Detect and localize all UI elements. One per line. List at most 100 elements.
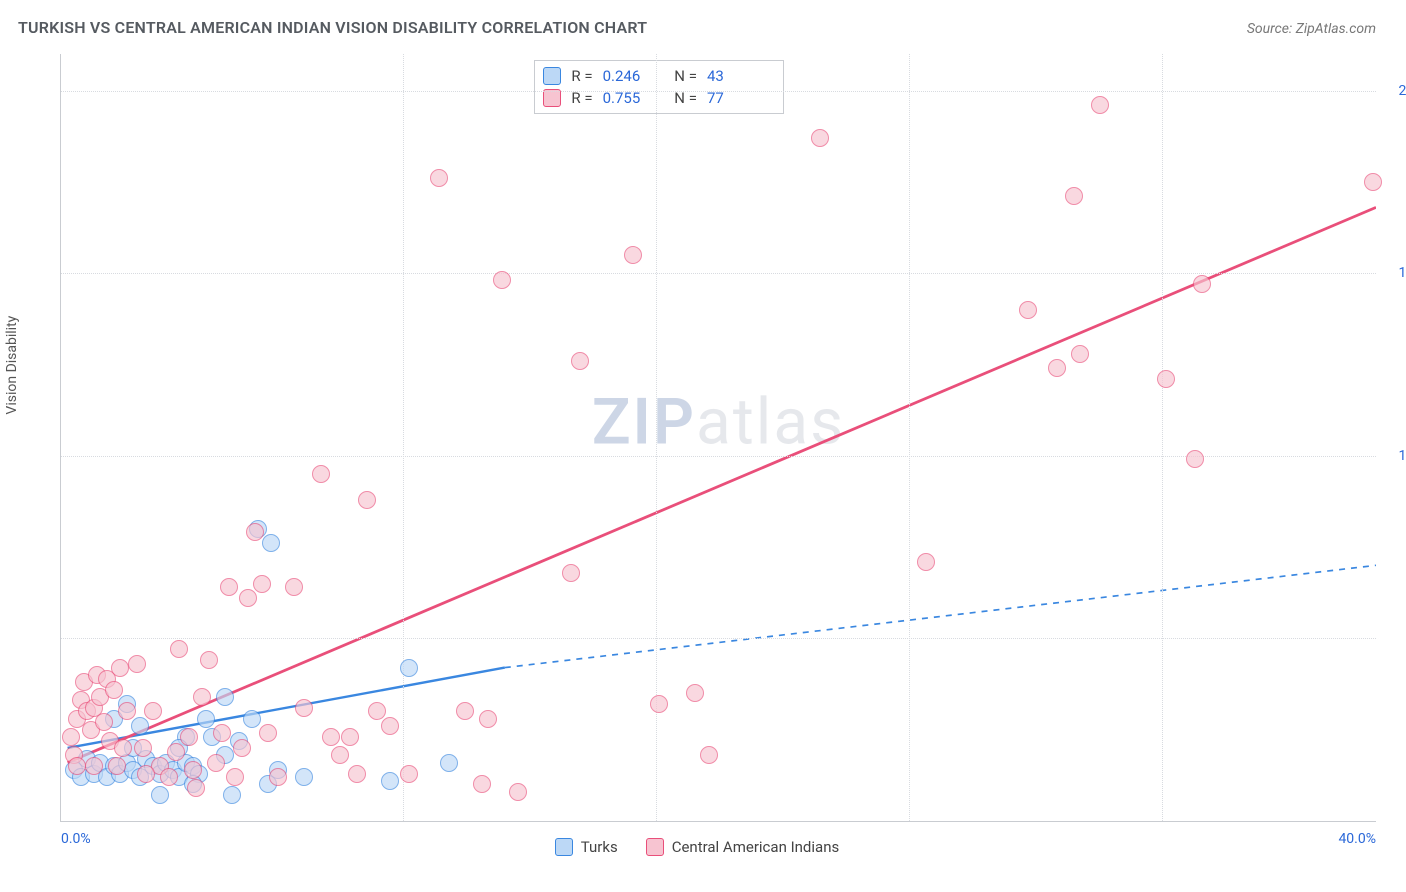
data-point xyxy=(91,754,109,772)
source-attribution: Source: ZipAtlas.com xyxy=(1247,21,1376,37)
data-point xyxy=(131,768,149,786)
gridline-vertical xyxy=(403,54,404,821)
data-point xyxy=(200,651,218,669)
data-point xyxy=(430,169,448,187)
stats-legend-row: R =0.246N =43 xyxy=(543,65,775,87)
data-point xyxy=(368,702,386,720)
data-point xyxy=(190,765,208,783)
data-point xyxy=(322,728,340,746)
legend-n-value: 77 xyxy=(707,89,724,107)
data-point xyxy=(105,757,123,775)
legend-n-value: 43 xyxy=(707,67,724,85)
data-point xyxy=(193,688,211,706)
legend-r-label: R = xyxy=(571,89,592,107)
data-point xyxy=(1019,301,1037,319)
gridline-vertical xyxy=(1162,54,1163,821)
data-point xyxy=(177,728,195,746)
data-point xyxy=(233,739,251,757)
data-point xyxy=(295,699,313,717)
data-point xyxy=(811,129,829,147)
chart-title: TURKISH VS CENTRAL AMERICAN INDIAN VISIO… xyxy=(18,18,647,37)
data-point xyxy=(700,746,718,764)
data-point xyxy=(108,757,126,775)
data-point xyxy=(151,757,169,775)
data-point xyxy=(1186,450,1204,468)
data-point xyxy=(118,702,136,720)
stats-legend-row: R =0.755N =77 xyxy=(543,87,775,109)
data-point xyxy=(177,754,195,772)
y-axis-label: Vision Disability xyxy=(4,316,20,415)
data-point xyxy=(118,754,136,772)
data-point xyxy=(105,681,123,699)
data-point xyxy=(269,768,287,786)
data-point xyxy=(88,666,106,684)
gridline-horizontal xyxy=(61,456,1376,457)
data-point xyxy=(72,768,90,786)
data-point xyxy=(118,695,136,713)
regression-line xyxy=(68,668,505,748)
data-point xyxy=(131,717,149,735)
regression-line-extrapolated xyxy=(505,565,1376,667)
data-point xyxy=(269,761,287,779)
data-point xyxy=(167,743,185,761)
data-point xyxy=(456,702,474,720)
data-point xyxy=(128,655,146,673)
data-point xyxy=(624,246,642,264)
data-point xyxy=(137,750,155,768)
data-point xyxy=(686,684,704,702)
legend-swatch xyxy=(646,838,664,856)
data-point xyxy=(68,710,86,728)
legend-series-label: Central American Indians xyxy=(672,838,840,856)
chart-container: Vision Disability ZIPatlas R =0.246N =43… xyxy=(18,50,1376,862)
data-point xyxy=(65,746,83,764)
data-point xyxy=(157,754,175,772)
data-point xyxy=(187,779,205,797)
watermark-part-b: atlas xyxy=(696,385,845,460)
data-point xyxy=(259,724,277,742)
data-point xyxy=(216,688,234,706)
data-point xyxy=(72,691,90,709)
legend-r-label: R = xyxy=(571,67,592,85)
watermark-part-a: ZIP xyxy=(592,385,696,460)
data-point xyxy=(1364,173,1382,191)
data-point xyxy=(111,765,129,783)
data-point xyxy=(124,739,142,757)
legend-r-value: 0.246 xyxy=(603,67,641,85)
stats-legend: R =0.246N =43R =0.755N =77 xyxy=(534,60,784,114)
data-point xyxy=(151,786,169,804)
y-tick-label: 10.0% xyxy=(1381,448,1406,464)
data-point xyxy=(170,739,188,757)
data-point xyxy=(473,775,491,793)
data-point xyxy=(262,534,280,552)
data-point xyxy=(98,768,116,786)
legend-item: Central American Indians xyxy=(646,838,840,856)
data-point xyxy=(440,754,458,772)
data-point xyxy=(78,702,96,720)
data-point xyxy=(91,688,109,706)
data-point xyxy=(1193,275,1211,293)
legend-n-label: N = xyxy=(674,89,697,107)
data-point xyxy=(164,761,182,779)
data-point xyxy=(230,732,248,750)
gridline-vertical xyxy=(909,54,910,821)
data-point xyxy=(253,575,271,593)
data-point xyxy=(1157,370,1175,388)
data-point xyxy=(259,775,277,793)
data-point xyxy=(285,578,303,596)
data-point xyxy=(312,465,330,483)
data-point xyxy=(400,659,418,677)
data-point xyxy=(249,520,267,538)
data-point xyxy=(62,728,80,746)
regression-line xyxy=(68,207,1376,762)
data-point xyxy=(341,728,359,746)
y-tick-label: 15.0% xyxy=(1381,265,1406,281)
gridline-horizontal xyxy=(61,273,1376,274)
legend-swatch xyxy=(543,89,561,107)
data-point xyxy=(105,710,123,728)
data-point xyxy=(1091,96,1109,114)
data-point xyxy=(170,640,188,658)
legend-swatch xyxy=(543,67,561,85)
data-point xyxy=(95,713,113,731)
data-point xyxy=(184,761,202,779)
series-legend: TurksCentral American Indians xyxy=(18,838,1376,856)
